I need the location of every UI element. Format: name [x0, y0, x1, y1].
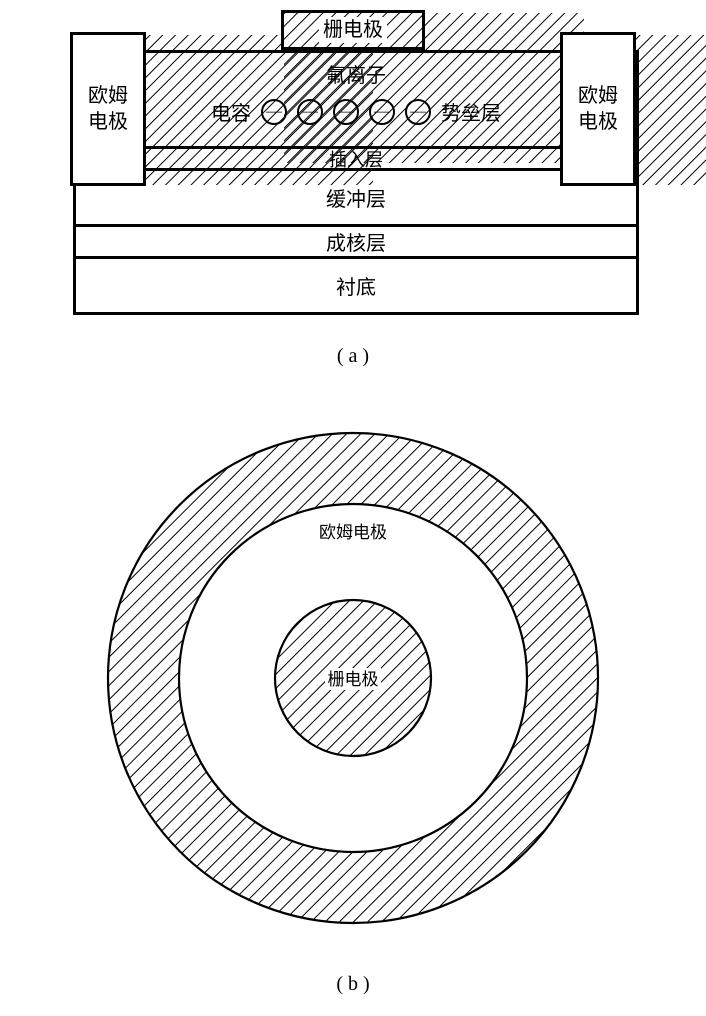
minus-icon: —	[333, 99, 359, 125]
layer-stack: 氟离子 电容 — — — — — 势垒层 插入层 缓冲层 成核层 衬底	[73, 50, 639, 315]
ohmic-electrode-left: 欧姆 电极	[70, 32, 146, 186]
ohmic-ring-label: 欧姆电极	[319, 523, 387, 542]
gate-electrode-top: 栅电极	[281, 10, 425, 50]
gate-label: 栅电极	[319, 17, 387, 43]
substrate-layer: 衬底	[76, 256, 636, 312]
capacitor-row: 电容 — — — — — 势垒层	[152, 97, 560, 126]
ohmic-electrode-right: 欧姆 电极	[560, 32, 636, 186]
caption-b: ( b )	[336, 973, 369, 996]
minus-icon: —	[261, 99, 287, 125]
gate-center-label: 栅电极	[328, 670, 379, 689]
insert-label: 插入层	[329, 146, 383, 172]
substrate-label: 衬底	[336, 271, 376, 300]
ohmic-label-left: 欧姆 电极	[84, 83, 132, 135]
concentric-svg: 欧姆电极 栅电极	[93, 418, 613, 938]
barrier-label: 势垒层	[441, 97, 501, 126]
barrier-layer: 氟离子 电容 — — — — — 势垒层	[76, 50, 636, 146]
nucleation-label: 成核层	[326, 227, 386, 256]
insert-layer: 插入层	[76, 146, 636, 168]
figure-b-container: 欧姆电极 栅电极	[93, 418, 613, 943]
minus-icon: —	[405, 99, 431, 125]
barrier-inner: 氟离子 电容 — — — — — 势垒层	[152, 53, 560, 146]
caption-a: ( a )	[337, 345, 369, 368]
figure-a-container: 栅电极 氟离子 电容 — — — — — 势垒层 插入层 缓冲层	[73, 50, 633, 315]
minus-icon: —	[297, 99, 323, 125]
ohmic-label-right: 欧姆 电极	[574, 83, 622, 135]
nucleation-layer: 成核层	[76, 224, 636, 256]
fluorine-ion-label: 氟离子	[152, 59, 560, 88]
minus-icon: —	[369, 99, 395, 125]
buffer-layer: 缓冲层	[76, 168, 636, 224]
buffer-label: 缓冲层	[326, 183, 386, 212]
capacitor-label: 电容	[211, 97, 251, 126]
